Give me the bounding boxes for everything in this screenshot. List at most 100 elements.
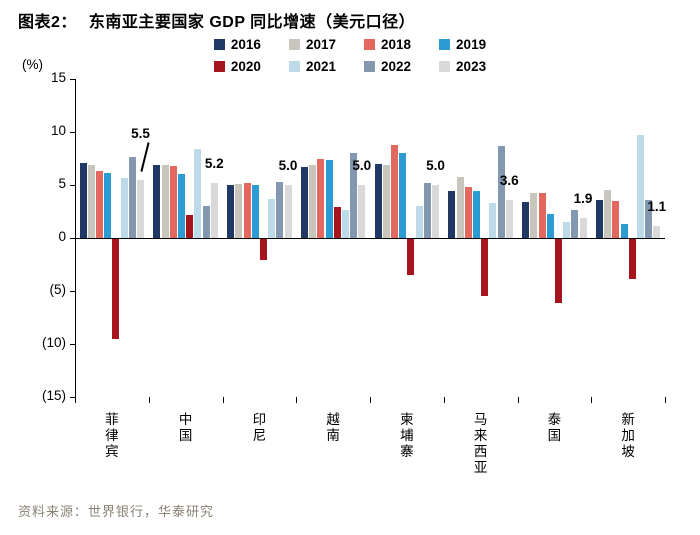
bar-2016-singapore	[595, 199, 603, 238]
bar-2017-indonesia	[235, 183, 243, 238]
data-label-2023-cambodia: 5.0	[426, 158, 445, 173]
bar-2019-malaysia	[473, 191, 481, 238]
bar-2018-vietnam	[317, 158, 325, 238]
x-axis-label-char: 越	[326, 412, 340, 427]
data-label-leader-line	[139, 142, 149, 172]
legend-swatch-2018	[364, 38, 375, 50]
legend-label-2018: 2018	[381, 36, 412, 52]
x-axis-label-vietnam: 越南	[324, 412, 342, 444]
legend-item-2023: 2023	[439, 56, 486, 76]
y-axis-tick-mark	[70, 238, 75, 239]
y-axis-tick-label: 10	[50, 123, 66, 138]
bar-2021-indonesia	[268, 198, 276, 238]
bar-2019-thailand	[546, 213, 554, 238]
legend-item-2021: 2021	[288, 56, 336, 76]
x-axis-label-char: 泰	[547, 412, 562, 427]
data-label-2023-singapore: 1.1	[647, 199, 667, 215]
legend-item-2016: 2016	[213, 34, 261, 54]
bar-2020-malaysia	[481, 238, 489, 297]
legend-item-2022: 2022	[364, 56, 411, 76]
x-axis-label-char: 马	[473, 412, 488, 427]
x-axis-tick-mark	[591, 397, 593, 403]
bar-2020-indonesia	[259, 238, 267, 261]
y-axis-tick-label: (10)	[41, 335, 66, 350]
bar-2021-malaysia	[489, 203, 497, 238]
legend-label-2022: 2022	[381, 58, 412, 74]
x-axis-label-char: 尼	[252, 428, 267, 443]
x-axis-label-char: 宾	[105, 444, 119, 459]
legend-label-2023: 2023	[456, 58, 487, 74]
x-axis-tick-mark	[148, 397, 150, 403]
x-axis-label-char: 寨	[400, 444, 414, 459]
bar-2022-china	[202, 206, 210, 238]
x-axis-label-char: 加	[621, 428, 635, 443]
bar-2016-cambodia	[374, 163, 382, 238]
y-axis-tick-label: 0	[58, 229, 66, 244]
data-label-2023-philippines: 5.5	[131, 126, 150, 141]
x-axis-label-char: 中	[178, 412, 193, 427]
x-axis-tick-mark	[296, 397, 298, 403]
bar-2021-thailand	[563, 222, 571, 238]
chart-legend: 2016 2017 2018 2019 2020 2021 2022 2023	[0, 34, 700, 76]
bar-2021-vietnam	[341, 210, 349, 238]
bar-2020-cambodia	[407, 238, 415, 276]
source-note: 资料来源：世界银行，华泰研究	[18, 504, 215, 519]
bar-2018-indonesia	[243, 182, 251, 238]
legend-swatch-2017	[288, 38, 300, 50]
x-axis-label-char: 律	[105, 428, 119, 443]
x-axis-label-char: 菲	[105, 412, 119, 427]
data-label-2023-thailand: 1.9	[573, 190, 593, 206]
bar-2017-vietnam	[309, 164, 317, 238]
legend-item-2020: 2020	[213, 56, 261, 76]
x-axis-label-char: 新	[621, 412, 635, 427]
bar-2020-vietnam	[333, 207, 341, 238]
bar-2019-cambodia	[399, 153, 407, 238]
figure-label: 图表2：	[18, 14, 77, 31]
bar-2020-singapore	[628, 238, 636, 280]
bar-2023-vietnam	[358, 185, 366, 238]
bar-2016-malaysia	[448, 191, 456, 238]
legend-item-2019: 2019	[439, 34, 486, 54]
x-axis-zero-line	[75, 238, 665, 239]
bar-2023-cambodia	[432, 185, 440, 238]
bar-2018-thailand	[538, 193, 546, 238]
legend-item-2018: 2018	[364, 34, 411, 54]
bar-2018-china	[169, 165, 177, 238]
bar-2018-cambodia	[391, 144, 399, 238]
x-axis-tick-mark	[370, 397, 371, 403]
bar-2019-vietnam	[325, 159, 333, 238]
bar-2021-cambodia	[415, 206, 423, 238]
bar-2016-philippines	[79, 162, 87, 238]
legend-row-2: 2020 2021 2022 2023	[200, 56, 500, 76]
bar-2022-singapore	[645, 199, 653, 238]
x-axis-label-char: 印	[252, 412, 267, 427]
legend-row-1: 2016 2017 2018 2019	[200, 34, 500, 54]
legend-label-2020: 2020	[230, 58, 261, 74]
bar-2017-cambodia	[382, 164, 390, 238]
bar-2019-china	[178, 174, 186, 238]
bar-2023-malaysia	[505, 199, 513, 238]
y-axis-tick-mark	[70, 291, 75, 292]
y-axis-tick-mark	[70, 397, 75, 398]
bar-2017-philippines	[87, 164, 95, 238]
chart-title-text: 东南亚主要国家 GDP 同比增速（美元口径）	[88, 14, 416, 31]
data-label-2023-indonesia: 5.0	[278, 158, 298, 173]
bar-2022-thailand	[571, 210, 579, 238]
x-axis-tick-mark	[665, 397, 666, 403]
x-axis-label-philippines: 菲律宾	[103, 412, 121, 460]
legend-swatch-2019	[439, 38, 451, 50]
data-label-2023-china: 5.2	[204, 155, 224, 171]
x-axis-label-char: 柬	[400, 412, 414, 427]
bar-2022-philippines	[128, 157, 136, 238]
legend-label-2021: 2021	[305, 58, 336, 74]
x-axis-label-thailand: 泰国	[545, 412, 563, 444]
bar-2022-vietnam	[350, 153, 358, 238]
bar-2017-singapore	[604, 190, 612, 238]
x-axis-label-char: 亚	[473, 460, 488, 475]
legend-swatch-2016	[213, 38, 225, 50]
legend-swatch-2020	[213, 60, 225, 72]
y-axis-tick-label: (5)	[49, 282, 67, 297]
x-axis-tick-mark	[75, 397, 76, 403]
chart-title: 图表2： 东南亚主要国家 GDP 同比增速（美元口径）	[18, 8, 415, 32]
